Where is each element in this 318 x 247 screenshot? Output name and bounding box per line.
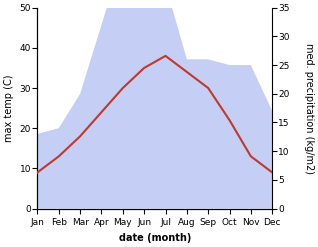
- Y-axis label: max temp (C): max temp (C): [4, 74, 14, 142]
- X-axis label: date (month): date (month): [119, 233, 191, 243]
- Y-axis label: med. precipitation (kg/m2): med. precipitation (kg/m2): [304, 43, 314, 174]
